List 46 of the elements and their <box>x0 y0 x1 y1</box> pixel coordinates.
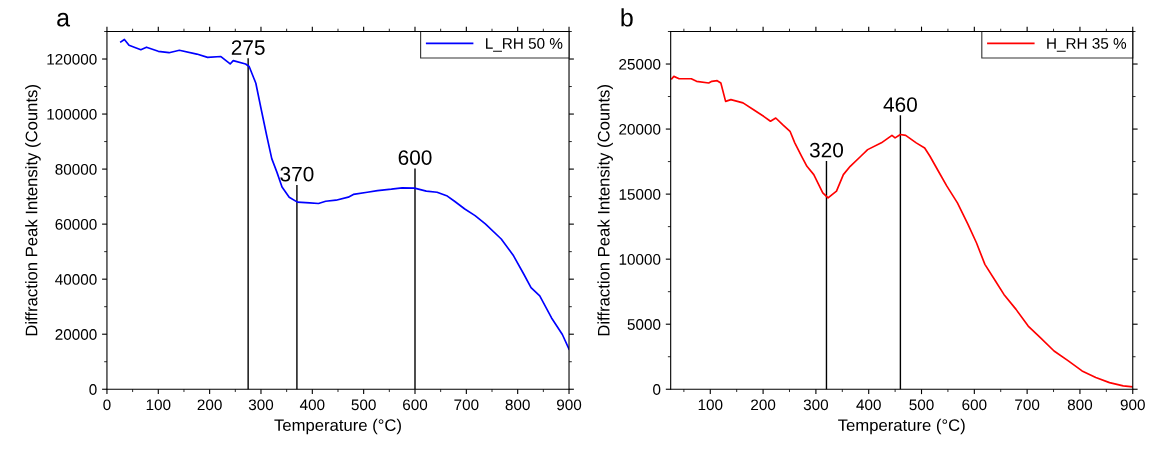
text: b <box>621 8 633 27</box>
x-tick-label: 900 <box>1120 399 1145 411</box>
y-tick-label: 20000 <box>619 123 661 135</box>
y-tick-label: 0 <box>89 384 97 395</box>
x-tick-label: 300 <box>248 399 274 411</box>
y-tick-label: 60000 <box>55 219 97 230</box>
x-tick-label: 400 <box>299 399 325 411</box>
legend-label: H_RH 35 % <box>1047 38 1127 52</box>
annotation: 320 <box>809 142 844 158</box>
x-tick-label: 400 <box>856 399 881 411</box>
line-series <box>119 38 570 350</box>
x-tick-label: 200 <box>751 399 776 411</box>
y-tick-label: 80000 <box>55 163 97 175</box>
x-tick-label: 700 <box>454 399 479 411</box>
y-axis-title: Diffraction Peak Intensity (Counts) <box>597 85 613 336</box>
y-tick-label: 0 <box>653 384 661 395</box>
x-axis-title: Temperature (°C) <box>838 418 965 435</box>
x-axis-title: Temperature (°C) <box>274 418 401 435</box>
y-tick-label: 20000 <box>55 329 97 340</box>
y-tick-label: 100000 <box>47 108 97 120</box>
x-tick-label: 700 <box>1015 399 1040 411</box>
y-tick-label: 25000 <box>619 58 661 70</box>
annotation: 370 <box>280 166 314 182</box>
y-tick-label: 15000 <box>619 188 661 200</box>
annotation: 275 <box>231 40 265 55</box>
x-tick-label: 500 <box>351 399 376 411</box>
y-tick-label: 10000 <box>619 254 661 265</box>
x-tick-label: 200 <box>197 399 222 411</box>
x-tick-label: 800 <box>505 399 530 411</box>
x-tick-label: 600 <box>403 399 428 411</box>
y-tick-label: 120000 <box>47 53 97 65</box>
x-tick-label: 800 <box>1067 399 1093 411</box>
y-tick-label: 5000 <box>627 319 661 330</box>
x-tick-label: 500 <box>909 399 934 411</box>
x-tick-label: 100 <box>146 399 171 411</box>
annotation: 600 <box>398 150 432 165</box>
x-tick-label: 300 <box>803 399 829 411</box>
y-tick-label: 40000 <box>55 274 97 285</box>
text: a <box>57 12 71 27</box>
x-tick-label: 0 <box>103 399 111 411</box>
x-tick-label: 100 <box>698 399 723 411</box>
y-axis-title: Diffraction Peak Intensity (Counts) <box>25 85 41 336</box>
annotation: 460 <box>883 97 917 112</box>
x-tick-label: 600 <box>962 399 987 411</box>
legend-label: L_RH 50 % <box>486 38 563 52</box>
x-tick-label: 900 <box>556 399 582 411</box>
